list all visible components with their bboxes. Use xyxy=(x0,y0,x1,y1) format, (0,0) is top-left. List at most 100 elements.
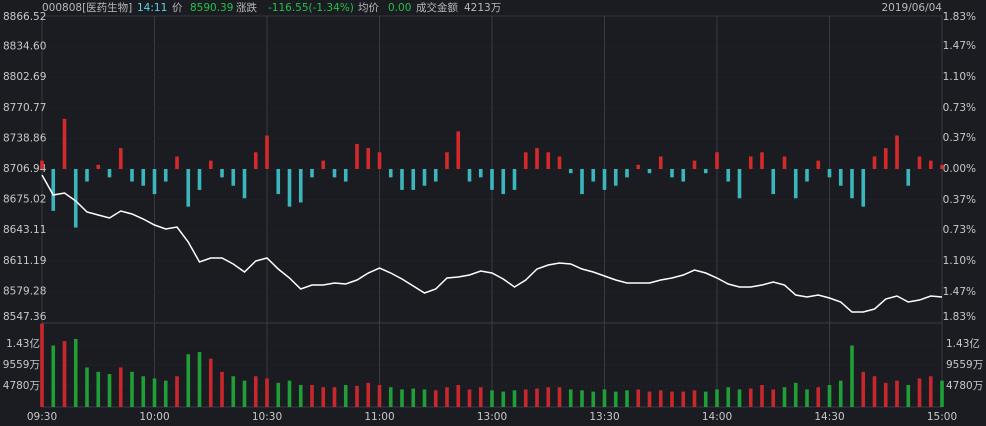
indicator-bar xyxy=(400,169,404,190)
y2-tick-label: 1.10% xyxy=(943,255,976,267)
indicator-bar xyxy=(130,169,134,182)
indicator-bar xyxy=(310,169,314,178)
volume-bar xyxy=(917,378,922,407)
indicator-bar xyxy=(276,169,281,195)
volume-bar xyxy=(388,387,393,407)
x-tick-label: 14:30 xyxy=(814,411,844,423)
volume-bar xyxy=(906,385,911,407)
volume-bar xyxy=(287,380,292,407)
indicator-bar xyxy=(197,169,202,190)
volume-bar xyxy=(298,385,303,407)
volume-bar xyxy=(726,387,731,407)
indicator-bar xyxy=(96,164,101,169)
indicator-bar xyxy=(557,156,562,169)
volume-bar xyxy=(940,380,944,407)
volume-bar xyxy=(546,387,551,407)
volume-bar xyxy=(748,388,753,407)
y-tick-label: 8675.02 xyxy=(3,194,46,206)
indicator-bar xyxy=(591,169,596,182)
indicator-bar xyxy=(163,169,168,182)
y-tick-label: 8547.36 xyxy=(3,311,47,323)
turnover: 4213万 xyxy=(464,2,501,14)
indicator-bar xyxy=(445,152,449,169)
volume-bar xyxy=(433,390,438,407)
volume-bar xyxy=(163,380,168,407)
indicator-bar xyxy=(467,169,472,182)
indicator-bar xyxy=(490,169,494,190)
indicator-bar xyxy=(793,169,798,199)
indicator-bar xyxy=(152,169,157,195)
avg-label: 均价 xyxy=(358,2,379,14)
indicator-bar xyxy=(895,135,899,169)
indicator-bar xyxy=(838,169,843,186)
volume-bar xyxy=(703,391,708,407)
volume-bar xyxy=(861,371,866,407)
volume-bar xyxy=(175,376,179,407)
indicator-bar xyxy=(670,169,674,178)
volume-bar xyxy=(512,390,517,407)
indicator-bar xyxy=(928,160,933,169)
y2-tick-label: 1.83% xyxy=(943,11,976,23)
volume-bar xyxy=(670,391,674,407)
indicator-bar xyxy=(647,169,652,174)
indicator-bar xyxy=(298,169,303,203)
y2-tick-label: 1.47% xyxy=(943,40,976,52)
volume-bar xyxy=(681,391,686,407)
volume-bar xyxy=(85,367,89,407)
indicator-bar xyxy=(703,169,708,174)
y-tick-label: 9559万 xyxy=(3,359,40,371)
y2-tick-label: 0.37% xyxy=(943,132,976,144)
indicator-bar xyxy=(602,169,607,190)
y-tick-label: 8643.11 xyxy=(3,224,46,236)
y2-tick-label: 1.10% xyxy=(943,71,976,83)
volume-bar xyxy=(355,385,359,407)
y-tick-label-right: 4780万 xyxy=(946,380,983,392)
indicator-bar xyxy=(388,169,393,178)
volume-bar xyxy=(535,388,539,407)
volume-bar xyxy=(737,389,742,407)
date: 2019/06/04 xyxy=(881,2,942,14)
volume-bar xyxy=(51,345,56,407)
volume-bar xyxy=(130,371,134,407)
volume-bar xyxy=(580,390,584,407)
indicator-bar xyxy=(782,156,787,169)
volume-bar xyxy=(107,374,112,407)
volume-bar xyxy=(928,376,933,407)
indicator-bar xyxy=(816,160,821,169)
indicator-bar xyxy=(118,148,123,169)
indicator-bar xyxy=(771,169,776,195)
y-tick-label-right: 9559万 xyxy=(946,359,983,371)
indicator-bar xyxy=(321,160,326,169)
volume-bar xyxy=(231,376,236,407)
volume-bar xyxy=(197,352,202,407)
price-label: 价 xyxy=(172,2,183,14)
indicator-bar xyxy=(355,143,359,169)
y-tick-label: 8802.69 xyxy=(3,71,46,83)
indicator-bar xyxy=(62,118,67,169)
price-line xyxy=(41,174,943,313)
indicator-bar xyxy=(546,152,551,169)
volume-bar xyxy=(715,389,719,407)
indicator-bar xyxy=(737,169,742,199)
indicator-bar xyxy=(51,169,56,211)
x-tick-label: 14:00 xyxy=(702,411,732,423)
volume-bar xyxy=(872,376,877,407)
x-tick-label: 13:00 xyxy=(477,411,507,423)
volume-bar xyxy=(265,378,269,407)
volume-bar xyxy=(400,389,404,407)
y-tick-label: 8866.52 xyxy=(3,11,46,23)
volume-bar xyxy=(838,380,843,407)
y-tick-label-right: 1.43亿 xyxy=(946,337,980,350)
indicator-bar xyxy=(625,169,629,178)
indicator-bar xyxy=(872,156,877,169)
volume-bar xyxy=(568,389,573,407)
volume-bar xyxy=(152,378,157,407)
volume-bar xyxy=(602,389,607,407)
indicator-bar xyxy=(175,156,179,169)
x-tick-label: 10:00 xyxy=(139,411,169,423)
indicator-bar xyxy=(186,169,191,207)
volume-bar xyxy=(478,387,483,407)
x-tick-label: 10:30 xyxy=(252,411,282,423)
volume-bar xyxy=(591,391,596,407)
change-label: 涨跌 xyxy=(236,1,257,14)
